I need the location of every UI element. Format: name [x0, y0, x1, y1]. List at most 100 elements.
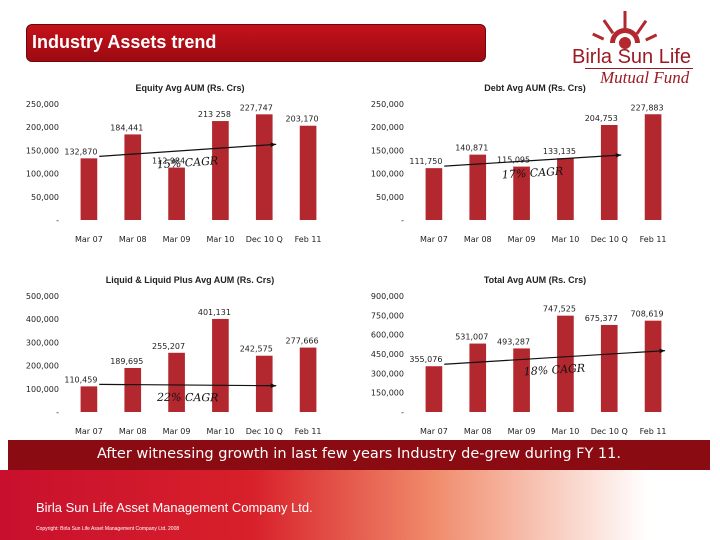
x-tick-label: Mar 10 — [207, 235, 235, 244]
bar-1 — [425, 168, 443, 220]
x-tick-label: Mar 09 — [163, 235, 191, 244]
x-tick-label: Mar 09 — [508, 235, 536, 244]
y-tick-label: - — [401, 408, 404, 417]
bar-4 — [557, 158, 574, 220]
y-tick-label: 750,000 — [371, 311, 404, 320]
x-tick-label: Mar 07 — [75, 427, 103, 436]
x-tick-label: Feb 11 — [295, 235, 322, 244]
data-label: 133,135 — [543, 147, 576, 156]
chart-title: Total Avg AUM (Rs. Crs) — [484, 275, 586, 285]
data-label: 747,525 — [543, 305, 576, 314]
footer: Birla Sun Life Asset Management Company … — [0, 470, 720, 540]
x-tick-label: Dec 10 Q — [246, 235, 283, 244]
bar-1 — [80, 386, 98, 412]
bar-6 — [299, 347, 317, 412]
data-label: 242,575 — [240, 345, 273, 354]
data-label: 493,287 — [497, 337, 530, 346]
x-tick-label: Feb 11 — [640, 427, 667, 436]
x-tick-label: Mar 07 — [75, 235, 103, 244]
trend-arrow-icon — [270, 142, 277, 148]
data-label: 227,883 — [631, 103, 664, 112]
y-tick-label: 100,000 — [26, 385, 59, 394]
data-label: 132,870 — [64, 147, 97, 156]
y-tick-label: - — [56, 216, 59, 225]
data-label: 255,207 — [152, 342, 185, 351]
x-tick-label: Mar 08 — [464, 235, 492, 244]
summary-text: After witnessing growth in last few year… — [96, 446, 621, 462]
data-label: 531,007 — [455, 333, 488, 342]
bar-5 — [255, 114, 273, 220]
bar-2 — [124, 367, 142, 412]
x-tick-label: Dec 10 Q — [246, 427, 283, 436]
summary-banner: After witnessing growth in last few year… — [8, 440, 710, 470]
debt-aum-chart: Debt Avg AUM (Rs. Crs) - 50,000 100,000 150,… — [350, 78, 680, 248]
x-tick-label: Feb 11 — [295, 427, 322, 436]
trend-line — [444, 154, 622, 167]
y-tick-label: 250,000 — [26, 100, 59, 109]
sun-logo-icon — [592, 11, 658, 49]
x-tick-label: Mar 08 — [119, 235, 147, 244]
chart-title: Debt Avg AUM (Rs. Crs) — [484, 83, 586, 93]
bar-3 — [168, 352, 185, 412]
bar-1 — [80, 158, 98, 220]
y-tick-label: 50,000 — [31, 193, 59, 202]
liquid-aum-chart: Liquid & Liquid Plus Avg AUM (Rs. Crs) - 1… — [5, 270, 335, 440]
bar-3 — [513, 348, 530, 412]
y-tick-label: 900,000 — [371, 292, 404, 301]
equity-aum-chart: Equity Avg AUM (Rs. Crs) - 50,000 100,000 15… — [5, 78, 335, 248]
chart-svg: Total Avg AUM (Rs. Crs) - 150,000 300,000 45… — [371, 275, 667, 436]
y-tick-label: 200,000 — [371, 123, 404, 132]
y-tick-label: 150,000 — [371, 389, 404, 398]
data-label: 140,871 — [455, 144, 488, 153]
bar-3 — [513, 166, 530, 220]
y-tick-label: - — [56, 408, 59, 417]
chart-svg: Liquid & Liquid Plus Avg AUM (Rs. Crs) - 1… — [26, 275, 322, 436]
y-tick-label: 150,000 — [371, 146, 404, 155]
y-tick-label: 100,000 — [26, 170, 59, 179]
bar-4 — [212, 318, 229, 412]
trend-arrow-icon — [659, 348, 666, 354]
data-label: 675,377 — [585, 314, 618, 323]
data-label: 227,747 — [240, 103, 273, 112]
y-tick-label: 300,000 — [26, 338, 59, 347]
x-tick-label: Mar 09 — [163, 427, 191, 436]
y-tick-label: 450,000 — [371, 350, 404, 359]
data-label: 115,095 — [497, 156, 530, 165]
bar-6 — [299, 125, 317, 220]
logo-divider — [585, 68, 693, 69]
y-tick-label: 300,000 — [371, 369, 404, 378]
bar-5 — [600, 324, 618, 412]
data-label: 189,695 — [110, 357, 143, 366]
y-tick-label: 200,000 — [26, 123, 59, 132]
chart-svg: Equity Avg AUM (Rs. Crs) - 50,000 100,000 15… — [26, 83, 322, 244]
x-tick-label: Mar 07 — [420, 235, 448, 244]
chart-title: Liquid & Liquid Plus Avg AUM (Rs. Crs) — [106, 275, 275, 285]
trend-arrow-icon — [270, 383, 277, 389]
y-tick-label: 600,000 — [371, 331, 404, 340]
trend-line — [99, 383, 277, 387]
bar-1 — [425, 366, 443, 412]
data-label: 401,131 — [198, 308, 231, 317]
x-tick-label: Mar 09 — [508, 427, 536, 436]
x-tick-label: Mar 08 — [119, 427, 147, 436]
trend-arrow-icon — [615, 153, 622, 158]
bar-5 — [600, 124, 618, 220]
page-title: Industry Assets trend — [32, 32, 217, 52]
y-tick-label: - — [401, 216, 404, 225]
data-label: 110,459 — [64, 375, 97, 384]
trend-line — [444, 350, 666, 365]
bar-2 — [469, 343, 487, 412]
data-label: 213 258 — [198, 110, 231, 119]
bar-6 — [644, 114, 662, 220]
data-label: 204,753 — [585, 114, 618, 123]
y-tick-label: 100,000 — [371, 170, 404, 179]
x-tick-label: Mar 07 — [420, 427, 448, 436]
x-tick-label: Mar 10 — [552, 235, 580, 244]
bar-2 — [124, 134, 142, 220]
data-label: 355,076 — [409, 355, 442, 364]
title-bar — [26, 24, 486, 62]
cagr-annotation: 22% CAGR — [156, 391, 218, 404]
y-tick-label: 200,000 — [26, 362, 59, 371]
chart-title: Equity Avg AUM (Rs. Crs) — [135, 83, 244, 93]
bar-3 — [168, 167, 185, 220]
